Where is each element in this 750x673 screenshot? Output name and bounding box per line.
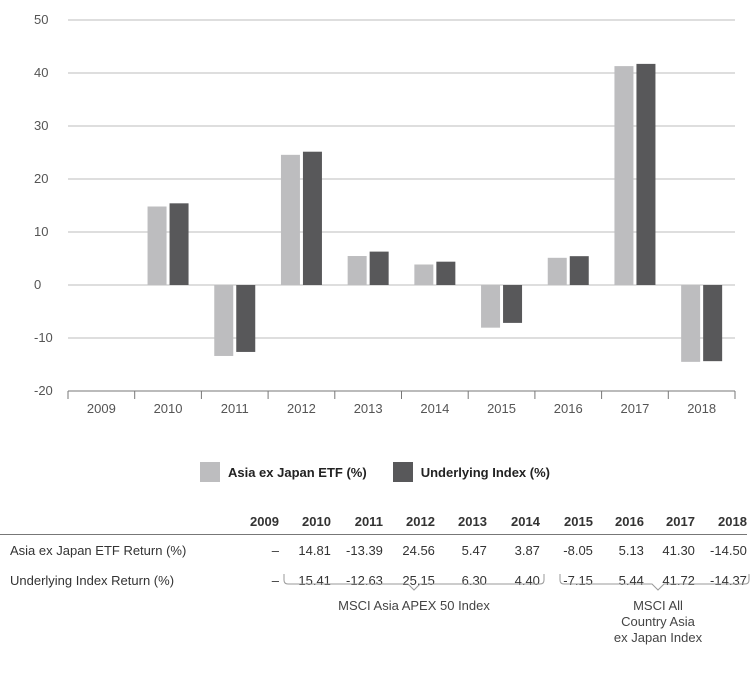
- bar-etf: [481, 285, 501, 328]
- row-label-index: Underlying Index Return (%): [10, 572, 175, 588]
- bar-index: [436, 261, 456, 285]
- table-header-year: 2014: [511, 513, 540, 529]
- table-cell: 3.87: [514, 542, 540, 558]
- legend-label-etf: Asia ex Japan ETF (%): [227, 464, 367, 480]
- table-header-year: 2018: [718, 513, 747, 529]
- x-tick-label: 2009: [87, 401, 116, 416]
- x-tick-label: 2015: [487, 401, 516, 416]
- bar-index: [169, 203, 189, 285]
- table-header-year: 2016: [615, 513, 644, 529]
- x-tick-label: 2017: [620, 401, 649, 416]
- x-tick-label: 2010: [154, 401, 183, 416]
- table-cell: -8.05: [563, 542, 593, 558]
- table-header-year: 2012: [406, 513, 435, 529]
- table-cell: 5.13: [618, 542, 644, 558]
- bar-index: [569, 256, 589, 285]
- bar-etf: [214, 285, 234, 356]
- bar-index: [369, 251, 389, 285]
- y-tick-label: 10: [34, 224, 48, 239]
- table-header-year: 2011: [354, 513, 383, 529]
- table-header-blank: [0, 508, 250, 535]
- legend-swatch-etf: [199, 462, 220, 482]
- table-header-year: 2015: [564, 513, 593, 529]
- table-header-year: 2009: [250, 513, 279, 529]
- row-label-etf: Asia ex Japan ETF Return (%): [10, 542, 187, 558]
- x-tick-label: 2018: [687, 401, 716, 416]
- bar-index: [703, 285, 723, 362]
- bar-etf: [681, 285, 701, 362]
- bar-index: [236, 285, 256, 352]
- y-tick-label: -20: [34, 383, 53, 398]
- y-tick-label: 0: [34, 277, 41, 292]
- y-tick-label: 30: [34, 118, 48, 133]
- legend-item-index: Underlying Index (%): [392, 462, 550, 482]
- table-cell: 24.56: [402, 542, 435, 558]
- x-tick-label: 2012: [287, 401, 316, 416]
- apex-bracket: [283, 574, 545, 591]
- y-tick-label: 40: [34, 65, 48, 80]
- bar-index: [302, 151, 322, 285]
- y-tick-label: 20: [34, 171, 48, 186]
- legend: Asia ex Japan ETF (%) Underlying Index (…: [0, 462, 750, 482]
- table-cell: 41.30: [662, 542, 695, 558]
- returns-table: 2009 2010 2011 2012 2013 2014 2015 2016 …: [0, 508, 747, 595]
- table-header-year: 2010: [302, 513, 331, 529]
- bar-etf: [614, 66, 634, 285]
- y-tick-label: -10: [34, 330, 53, 345]
- legend-label-index: Underlying Index (%): [420, 464, 550, 480]
- bar-etf: [547, 257, 567, 285]
- table-cell: 5.47: [461, 542, 487, 558]
- table-header-year: 2017: [666, 513, 695, 529]
- bar-etf: [147, 206, 167, 285]
- y-tick-label: 50: [34, 12, 48, 27]
- x-tick-label: 2011: [221, 401, 249, 416]
- acwi-bracket: [559, 574, 750, 591]
- table-cell: -13.39: [346, 542, 383, 558]
- bar-etf: [347, 256, 367, 285]
- bar-index: [636, 63, 656, 285]
- table-row: Asia ex Japan ETF Return (%) – 14.81 -13…: [0, 535, 747, 566]
- x-tick-label: 2016: [554, 401, 583, 416]
- bar-index: [503, 285, 523, 323]
- bar-etf: [280, 154, 300, 285]
- x-tick-label: 2014: [420, 401, 449, 416]
- table-cell: –: [271, 542, 279, 558]
- index-label-acwi: MSCI All Country Asia ex Japan Index: [613, 598, 703, 645]
- table-header-year: 2013: [458, 513, 487, 529]
- x-tick-label: 2013: [354, 401, 383, 416]
- table-cell: 14.81: [298, 542, 331, 558]
- legend-swatch-index: [392, 462, 413, 482]
- legend-item-etf: Asia ex Japan ETF (%): [199, 462, 367, 482]
- table-cell: -14.50: [710, 542, 747, 558]
- bar-etf: [414, 264, 434, 285]
- table-cell: –: [271, 572, 279, 588]
- index-label-apex: MSCI Asia APEX 50 Index: [338, 598, 490, 613]
- index-brackets: [283, 574, 750, 591]
- table-header-row: 2009 2010 2011 2012 2013 2014 2015 2016 …: [0, 508, 747, 535]
